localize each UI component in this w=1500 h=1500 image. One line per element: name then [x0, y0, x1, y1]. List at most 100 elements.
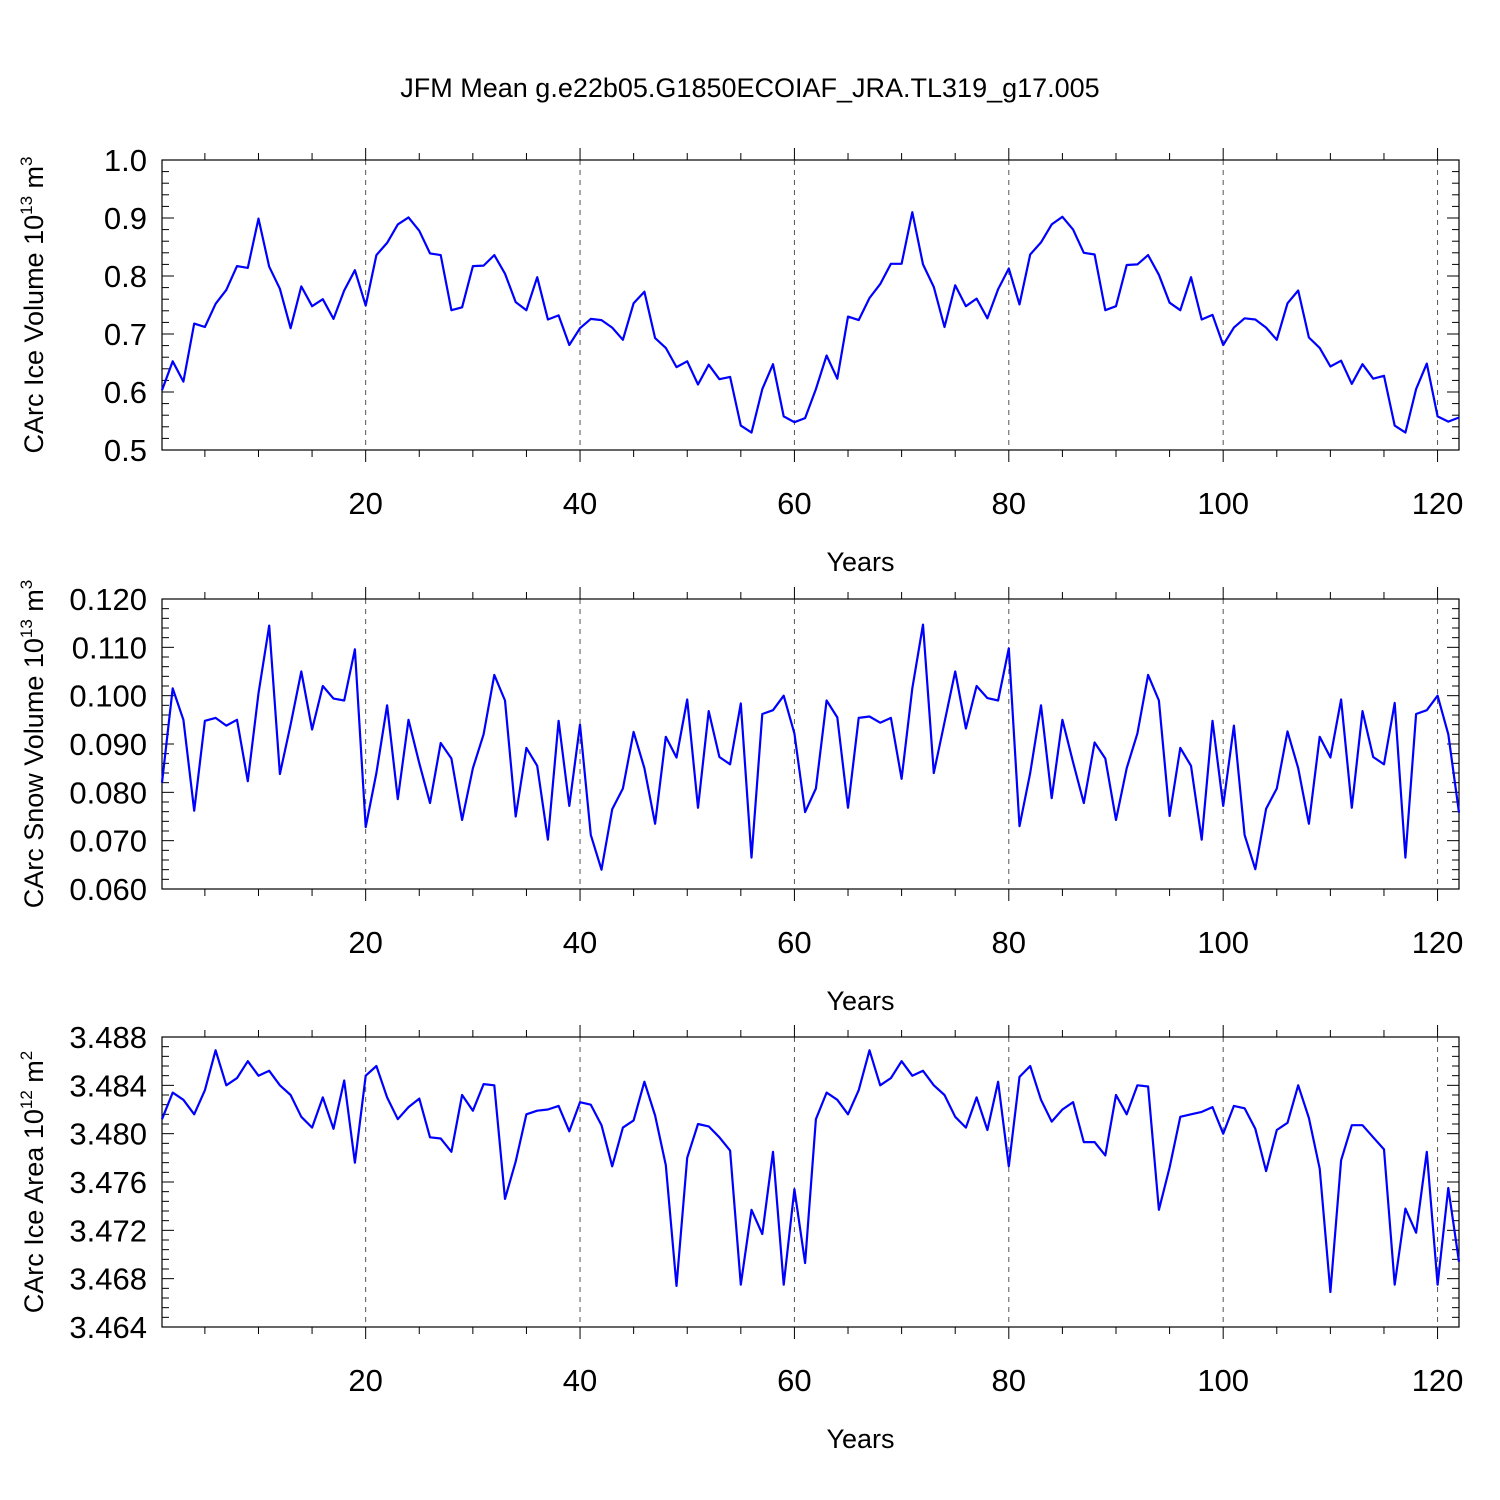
data-point-45	[632, 730, 635, 733]
data-point-55	[739, 424, 742, 427]
data-point-14	[300, 285, 303, 288]
data-point-102	[1243, 1107, 1246, 1110]
data-series-line	[160, 1049, 1461, 1294]
data-point-49	[675, 1284, 678, 1287]
data-point-51	[697, 806, 700, 809]
x-tick-label: 60	[777, 486, 811, 521]
data-point-105	[1275, 338, 1278, 341]
data-point-67	[868, 297, 871, 300]
data-point-85	[1061, 215, 1064, 218]
data-point-8	[236, 1077, 239, 1080]
y-axis-label-exponent: 13	[17, 196, 36, 215]
data-point-79	[997, 288, 1000, 291]
data-point-57	[761, 388, 764, 391]
y-tick-label: 0.120	[69, 582, 147, 617]
data-point-52	[707, 710, 710, 713]
data-point-19	[353, 648, 356, 651]
data-point-68	[879, 1084, 882, 1087]
data-point-29	[461, 1094, 464, 1097]
data-point-69	[889, 1077, 892, 1080]
data-point-99	[1211, 1106, 1214, 1109]
x-tick-label: 20	[348, 925, 382, 960]
data-point-116	[1393, 701, 1396, 704]
data-point-80	[1007, 1165, 1010, 1168]
data-point-104	[1265, 1170, 1268, 1173]
data-point-55	[739, 1283, 742, 1286]
data-point-48	[664, 1164, 667, 1167]
data-point-33	[504, 272, 507, 275]
data-point-66	[857, 1089, 860, 1092]
data-point-33	[504, 699, 507, 702]
data-point-65	[847, 806, 850, 809]
data-point-94	[1157, 699, 1160, 702]
data-point-44	[621, 338, 624, 341]
data-point-31	[482, 264, 485, 267]
data-point-89	[1104, 757, 1107, 760]
data-point-28	[450, 309, 453, 312]
data-point-92	[1136, 263, 1139, 266]
data-point-34	[514, 815, 517, 818]
data-point-113	[1361, 710, 1364, 713]
data-point-5	[203, 1089, 206, 1092]
data-point-97	[1190, 1113, 1193, 1116]
data-point-16	[321, 298, 324, 301]
data-point-65	[847, 315, 850, 318]
data-point-95	[1168, 815, 1171, 818]
data-point-95	[1168, 301, 1171, 304]
data-point-18	[343, 289, 346, 292]
y-axis-label-unit-exponent: 2	[17, 1051, 36, 1060]
data-point-106	[1286, 302, 1289, 305]
data-point-1	[161, 1118, 164, 1121]
data-point-58	[772, 363, 775, 366]
chart-title: JFM Mean g.e22b05.G1850ECOIAF_JRA.TL319_…	[400, 73, 1099, 103]
data-point-122	[1458, 416, 1461, 419]
data-point-120	[1436, 694, 1439, 697]
data-point-94	[1157, 1208, 1160, 1211]
data-point-115	[1383, 374, 1386, 377]
data-point-50	[686, 1156, 689, 1159]
data-point-8	[236, 265, 239, 268]
data-point-69	[889, 262, 892, 265]
y-tick-label: 3.488	[69, 1020, 147, 1055]
data-point-43	[611, 326, 614, 329]
data-point-12	[278, 773, 281, 776]
data-point-78	[986, 1129, 989, 1132]
data-points	[161, 1049, 1461, 1294]
data-point-23	[396, 223, 399, 226]
data-point-111	[1340, 1159, 1343, 1162]
data-point-3	[182, 1098, 185, 1101]
data-point-25	[418, 1097, 421, 1100]
plot-frame	[161, 159, 1460, 451]
data-point-44	[621, 787, 624, 790]
data-point-76	[964, 305, 967, 308]
data-point-11	[268, 265, 271, 268]
data-point-63	[825, 1091, 828, 1094]
data-point-38	[557, 314, 560, 317]
y-tick-label: 0.6	[104, 375, 147, 410]
y-axis-label-unit: m	[19, 589, 49, 619]
data-point-15	[311, 1126, 314, 1129]
data-point-108	[1307, 1117, 1310, 1120]
data-point-102	[1243, 833, 1246, 836]
data-point-18	[343, 1079, 346, 1082]
y-axis-label-unit: m	[19, 166, 49, 196]
data-point-18	[343, 699, 346, 702]
x-tick-label: 40	[563, 486, 597, 521]
data-point-121	[1447, 420, 1450, 423]
data-point-53	[718, 1136, 721, 1139]
data-point-42	[600, 868, 603, 871]
y-tick-label: 1.0	[104, 143, 147, 178]
y-tick-label: 3.472	[69, 1213, 147, 1248]
data-point-60	[793, 732, 796, 735]
data-point-62	[814, 787, 817, 790]
x-tick-label: 100	[1197, 925, 1249, 960]
data-point-45	[632, 1119, 635, 1122]
data-point-13	[289, 723, 292, 726]
y-tick-label: 0.8	[104, 259, 147, 294]
data-point-37	[546, 838, 549, 841]
data-point-21	[375, 772, 378, 775]
data-point-82	[1029, 1065, 1032, 1068]
plot-frame	[161, 1036, 1460, 1328]
y-axis-label: CArc Snow Volume 1013 m3	[17, 580, 49, 909]
